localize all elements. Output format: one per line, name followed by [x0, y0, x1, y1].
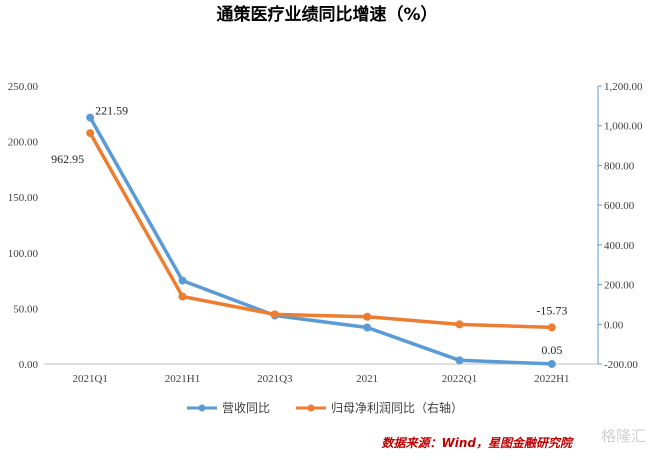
left-tick-label: 0.00: [19, 359, 39, 371]
series-0-point: [86, 113, 95, 122]
x-tick-label: 2021Q3: [257, 373, 293, 385]
series-1-point: [363, 312, 372, 321]
series-0-point: [455, 356, 464, 365]
x-tick-label: 2021H1: [165, 373, 200, 385]
series-1-point: [547, 323, 556, 332]
legend-label-1: 归母净利润同比（右轴）: [331, 400, 463, 415]
legend-item-0: 营收同比: [187, 401, 270, 415]
series-layer: [86, 113, 556, 368]
x-tick-label: 2022H1: [534, 373, 569, 385]
chart-title: 通策医疗业绩同比增速（%）: [216, 4, 437, 25]
series-1-point: [178, 292, 187, 301]
series-0-point: [178, 276, 187, 285]
series-line-1: [88, 132, 552, 330]
series-0-point: [363, 323, 372, 332]
series-1-point: [270, 310, 279, 319]
legend-marker-0: [198, 404, 206, 412]
series-1-point: [455, 320, 464, 329]
series-line-0: [88, 116, 552, 366]
right-tick-label: 0.00: [604, 319, 624, 331]
x-tick-label: 2021Q1: [72, 373, 107, 385]
left-tick-label: 50.00: [13, 303, 38, 315]
left-tick-label: 100.00: [8, 248, 39, 260]
data-labels: 221.59 962.95 -15.73 0.05: [51, 104, 567, 357]
source-note: 数据来源：Wind，星图金融研究院: [382, 436, 574, 450]
right-tick-label: 800.00: [604, 160, 635, 172]
right-tick-label: 600.00: [604, 200, 635, 212]
x-tick-label: 2022Q1: [442, 373, 477, 385]
watermark: 格隆汇: [601, 427, 646, 445]
right-tick-label: 1,000.00: [604, 121, 643, 133]
left-tick-label: 250.00: [8, 81, 39, 93]
left-tick-label: 200.00: [8, 137, 39, 149]
axes: [44, 86, 599, 365]
x-axis-ticks: 2021Q1 2021H1 2021Q3 2021 2022Q1 2022H1: [72, 373, 569, 385]
data-label: 221.59: [95, 104, 128, 118]
legend-item-1: 归母净利润同比（右轴）: [296, 400, 463, 415]
data-label: -15.73: [536, 303, 567, 317]
right-tick-label: -200.00: [604, 359, 638, 371]
left-axis-ticks: 0.00 50.00 100.00 150.00 200.00 250.00: [8, 81, 39, 371]
series-1-point: [86, 129, 95, 138]
right-tick-label: 200.00: [604, 280, 635, 292]
data-label: 962.95: [51, 152, 84, 166]
right-tick-label: 400.00: [604, 240, 635, 252]
legend-marker-1: [307, 404, 315, 412]
legend-label-0: 营收同比: [222, 401, 270, 415]
left-tick-label: 150.00: [8, 192, 39, 204]
data-label: 0.05: [541, 343, 562, 357]
right-tick-label: 1,200.00: [604, 81, 643, 93]
x-tick-label: 2021: [356, 373, 378, 385]
series-0-point: [547, 359, 556, 368]
legend: 营收同比 归母净利润同比（右轴）: [187, 400, 463, 415]
right-axis-ticks: -200.00 0.00 200.00 400.00 600.00 800.00 1,000…: [598, 81, 643, 371]
